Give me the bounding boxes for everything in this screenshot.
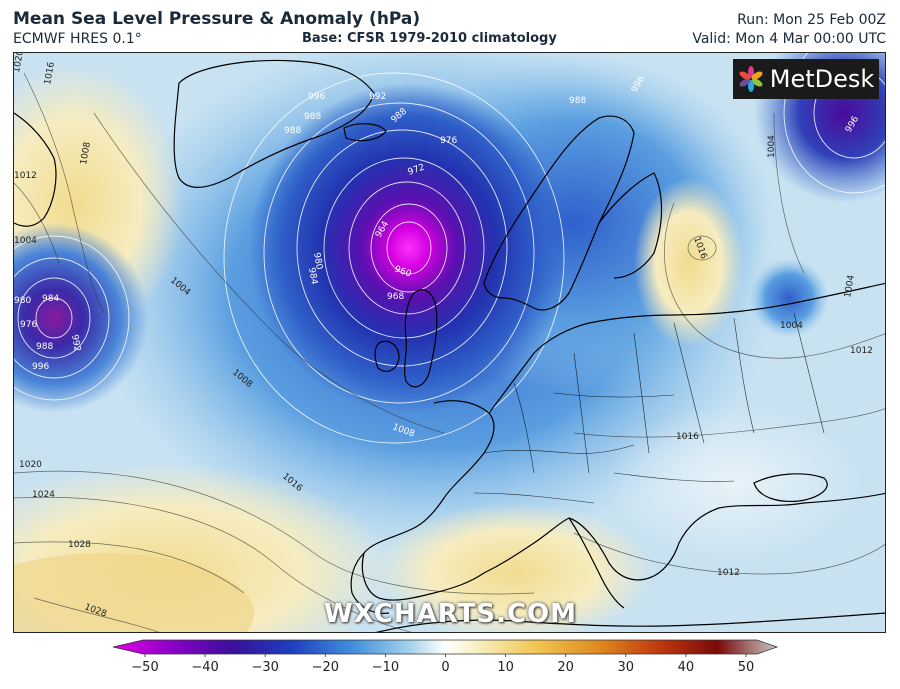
model-label: ECMWF HRES 0.1° xyxy=(13,31,142,47)
colorbar-tick-label: 50 xyxy=(737,660,755,675)
metdesk-logo: MetDesk xyxy=(733,59,879,99)
colorbar xyxy=(112,639,779,657)
valid-time-label: Valid: Mon 4 Mar 00:00 UTC xyxy=(692,31,886,47)
anomaly-near-zero-east xyxy=(604,403,864,563)
chart-title: Mean Sea Level Pressure & Anomaly (hPa) xyxy=(13,9,421,29)
isobar-label-group: 1020 1016 1008 1012 1004 980 984 976 988… xyxy=(14,53,873,620)
isobar-label: 1004 xyxy=(767,135,777,158)
colorbar-tick-label: −10 xyxy=(371,660,400,675)
colorbar-tick-label: 30 xyxy=(617,660,635,675)
metdesk-logo-text: MetDesk xyxy=(769,65,875,93)
isobar-label: 984 xyxy=(42,294,59,304)
colorbar-gradient xyxy=(112,639,779,655)
isobar-label: 980 xyxy=(311,252,324,271)
anomaly-positive-sw-core xyxy=(14,553,254,632)
isobar-label: 984 xyxy=(306,267,319,286)
colorbar-tick-label: 10 xyxy=(497,660,514,675)
map-canvas: 1020 1016 1008 1012 1004 980 984 976 988… xyxy=(14,53,885,632)
run-time-label: Run: Mon 25 Feb 00Z xyxy=(737,12,886,28)
isobar-label: 1020 xyxy=(14,53,26,74)
wxcharts-watermark: WXCHARTS.COM xyxy=(324,599,578,629)
isobar-label: 976 xyxy=(20,320,37,330)
isobar-label: 996 xyxy=(308,92,325,102)
isobar-label: 980 xyxy=(14,296,31,306)
isobar-label: 1024 xyxy=(32,490,55,500)
colorbar-tick-label: −40 xyxy=(191,660,219,675)
isobar-label: 1020 xyxy=(19,460,42,470)
isobar-label: 1004 xyxy=(780,321,803,331)
isobar-label: 996 xyxy=(32,362,49,372)
country-borders xyxy=(473,312,825,504)
colorbar-tick-label: −30 xyxy=(251,660,279,675)
isobar-label: 1008 xyxy=(79,141,93,166)
chart-header: Mean Sea Level Pressure & Anomaly (hPa) … xyxy=(0,0,900,52)
isobar-label: 1012 xyxy=(717,568,740,578)
isobar-label: 968 xyxy=(387,292,404,302)
colorbar-tick-label: −50 xyxy=(131,660,159,675)
isobar-label: 988 xyxy=(36,342,53,352)
isobar-label: 988 xyxy=(284,126,301,136)
isobar-label: 976 xyxy=(440,136,457,146)
isobars-light xyxy=(14,53,885,444)
climatology-base-label: Base: CFSR 1979-2010 climatology xyxy=(302,31,557,46)
coastlines xyxy=(14,59,885,632)
colorbar-tick-label: 20 xyxy=(557,660,574,675)
isobar-label: 1028 xyxy=(68,540,91,550)
colorbar-tick-label: 0 xyxy=(441,660,450,675)
isobar-label: 1012 xyxy=(14,171,37,181)
anomaly-positive-south xyxy=(374,503,654,632)
isobar-label: 1004 xyxy=(14,236,37,246)
isobar-label: 992 xyxy=(69,334,82,353)
metdesk-flower-icon xyxy=(739,66,763,92)
isobar-label: 992 xyxy=(369,92,386,102)
isobar-label: 1012 xyxy=(850,346,873,356)
low-pressure-iceland xyxy=(249,83,569,413)
isobar-label: 988 xyxy=(569,96,586,106)
isobar-label: 1016 xyxy=(676,432,699,442)
colorbar-tick-label: 40 xyxy=(677,660,695,675)
isobar-label: 988 xyxy=(304,112,321,122)
low-pressure-russia xyxy=(749,258,829,338)
isobar-label: 1016 xyxy=(43,61,57,86)
isobar-label: 1004 xyxy=(843,274,857,299)
colorbar-tick-label: −20 xyxy=(311,660,340,675)
pressure-anomaly-map: 1020 1016 1008 1012 1004 980 984 976 988… xyxy=(13,52,886,633)
